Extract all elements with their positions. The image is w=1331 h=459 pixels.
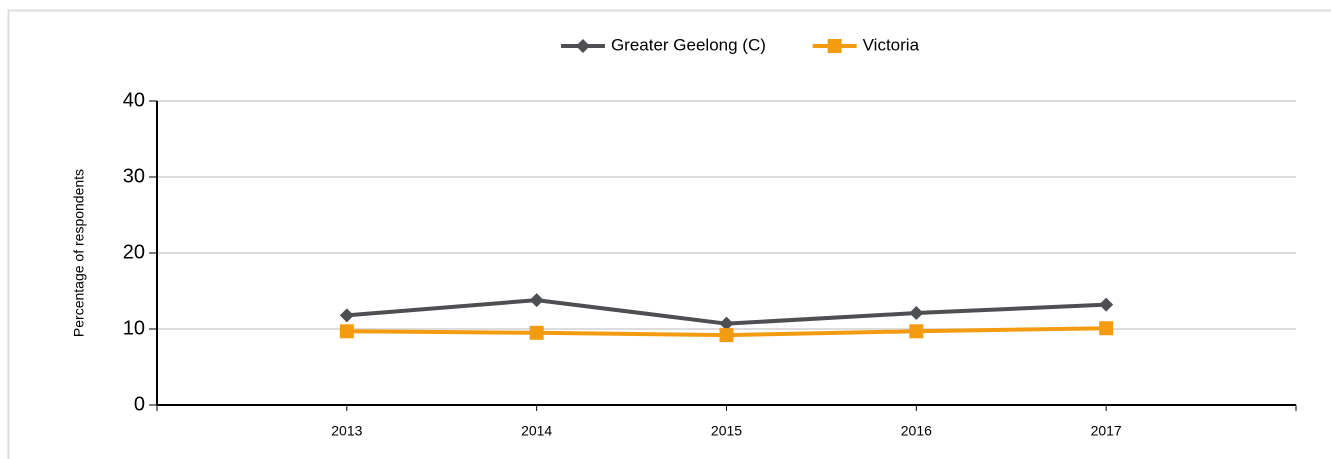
legend-marker bbox=[575, 39, 590, 53]
y-tick-label: 10 bbox=[123, 317, 145, 339]
legend-label: Greater Geelong (C) bbox=[611, 35, 766, 54]
x-tick-label: 2013 bbox=[331, 423, 362, 439]
y-tick-label: 30 bbox=[123, 165, 145, 187]
y-axis-label: Percentage of respondents bbox=[71, 169, 87, 337]
x-tick-label: 2014 bbox=[521, 423, 552, 439]
x-tick-label: 2015 bbox=[711, 423, 742, 439]
x-tick-label: 2016 bbox=[901, 423, 932, 439]
legend-marker bbox=[827, 39, 842, 53]
point bbox=[909, 324, 924, 339]
point bbox=[909, 306, 924, 321]
point bbox=[339, 324, 354, 339]
point bbox=[719, 316, 734, 331]
point bbox=[529, 293, 544, 308]
y-tick-label: 40 bbox=[123, 89, 145, 111]
frame bbox=[7, 9, 1331, 459]
legend-label: Victoria bbox=[863, 35, 920, 54]
point bbox=[529, 325, 544, 340]
x-tick-label: 2017 bbox=[1091, 423, 1122, 439]
point bbox=[1099, 321, 1114, 336]
point bbox=[719, 328, 734, 343]
y-tick-label: 0 bbox=[134, 393, 145, 415]
y-tick-label: 20 bbox=[123, 241, 145, 263]
point bbox=[339, 308, 354, 323]
point bbox=[1099, 297, 1114, 312]
